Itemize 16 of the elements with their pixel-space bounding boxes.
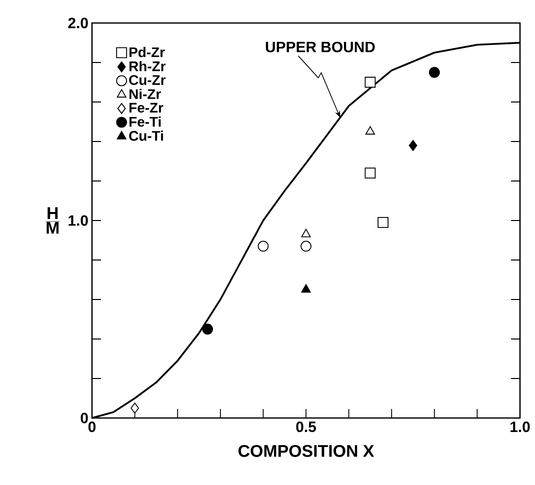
legend-label: Fe-Zr bbox=[130, 102, 164, 113]
x-axis-title: COMPOSITION X bbox=[238, 444, 374, 457]
legend-label: Cu-Zr bbox=[129, 75, 166, 85]
y-axis-title: $\frac{\textbf{H}}{\textbf{M}}$ bbox=[46, 207, 60, 234]
y-tick-label: 0 bbox=[80, 412, 88, 424]
annotation: UPPER BOUND bbox=[266, 42, 375, 52]
legend-label: Fe-Ti bbox=[130, 116, 161, 127]
x-tick-label: 0 bbox=[88, 422, 96, 432]
legend-label: Cu-Ti bbox=[129, 130, 163, 141]
y-tick-label: 2.0 bbox=[68, 18, 88, 28]
x-tick-label: 1.0 bbox=[510, 422, 530, 432]
legend-label: Pd-Zr bbox=[130, 46, 165, 58]
legend-label: Rh-Zr bbox=[130, 61, 166, 72]
y-tick-label: 1.0 bbox=[68, 215, 88, 226]
x-tick-label: 0.5 bbox=[296, 422, 316, 432]
legend-label: Ni-Zr bbox=[130, 88, 161, 99]
